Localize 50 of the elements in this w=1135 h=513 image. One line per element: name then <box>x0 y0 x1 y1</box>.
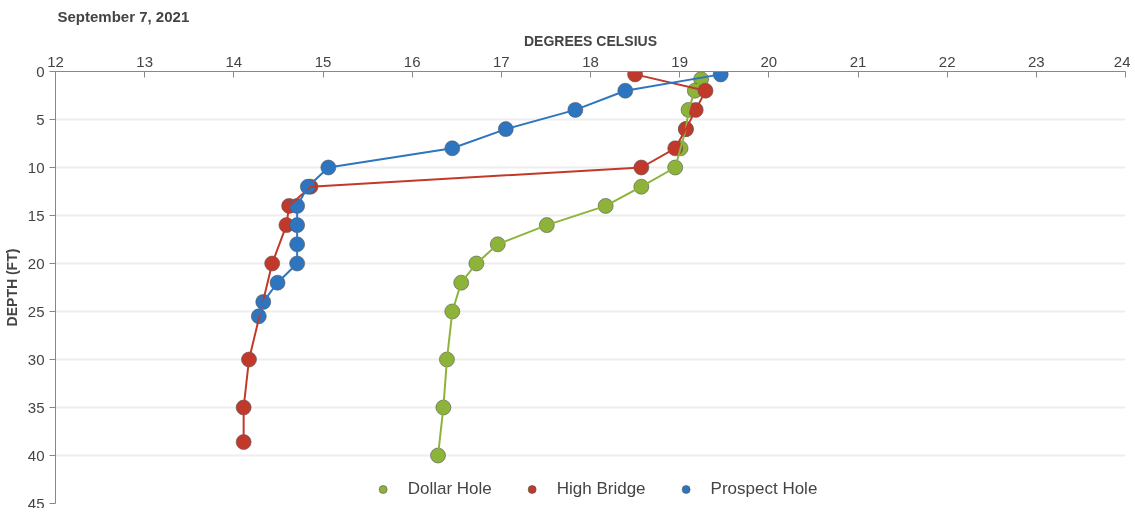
point <box>235 434 252 450</box>
x-tick-label: 18 <box>582 52 599 70</box>
point <box>264 255 280 272</box>
point <box>597 198 614 214</box>
x-tick-label: 14 <box>225 52 243 70</box>
point <box>617 82 634 99</box>
point <box>435 399 452 416</box>
point <box>289 255 305 272</box>
y-tick-label: 0 <box>36 62 45 80</box>
point <box>444 303 461 320</box>
y-tick-label: 25 <box>27 302 45 320</box>
x-tick-label: 20 <box>760 52 778 70</box>
legend-label: Dollar Hole <box>407 479 492 499</box>
chart-title: September 7, 2021 <box>57 7 190 25</box>
x-tick-label: 19 <box>671 52 689 70</box>
point <box>289 217 305 233</box>
x-tick-label: 13 <box>136 52 154 70</box>
y-tick-label: 30 <box>27 350 45 368</box>
x-axis-title: DEGREES CELSIUS <box>523 32 658 49</box>
y-tick-label: 45 <box>27 494 45 512</box>
point <box>289 236 305 253</box>
x-tick-label: 12 <box>47 52 64 70</box>
x-tick-label: 15 <box>314 52 332 70</box>
x-tick-label: 21 <box>849 52 867 70</box>
y-tick-label: 20 <box>27 254 45 272</box>
point <box>497 121 514 137</box>
y-axis-title: DEPTH (FT) <box>3 248 20 327</box>
y-tick-label: 10 <box>27 158 45 176</box>
point <box>430 447 446 464</box>
point <box>439 351 455 368</box>
y-tick-label: 40 <box>27 446 45 464</box>
point <box>235 399 252 416</box>
point <box>633 159 650 176</box>
point <box>320 159 337 176</box>
point <box>539 217 555 233</box>
point <box>241 351 257 368</box>
point <box>453 274 470 291</box>
x-tick-label: 17 <box>492 52 510 70</box>
point <box>489 236 506 253</box>
y-tick-label: 35 <box>27 398 45 416</box>
legend-label: High Bridge <box>556 479 646 499</box>
x-tick-label: 22 <box>938 52 956 70</box>
x-tick-label: 16 <box>403 52 421 70</box>
x-tick-label: 23 <box>1027 52 1045 70</box>
y-tick-label: 5 <box>36 110 45 128</box>
x-tick-label: 24 <box>1113 52 1131 70</box>
legend-label: Prospect Hole <box>710 479 818 499</box>
point <box>567 102 584 118</box>
point <box>667 159 684 176</box>
y-tick-label: 15 <box>27 206 45 224</box>
